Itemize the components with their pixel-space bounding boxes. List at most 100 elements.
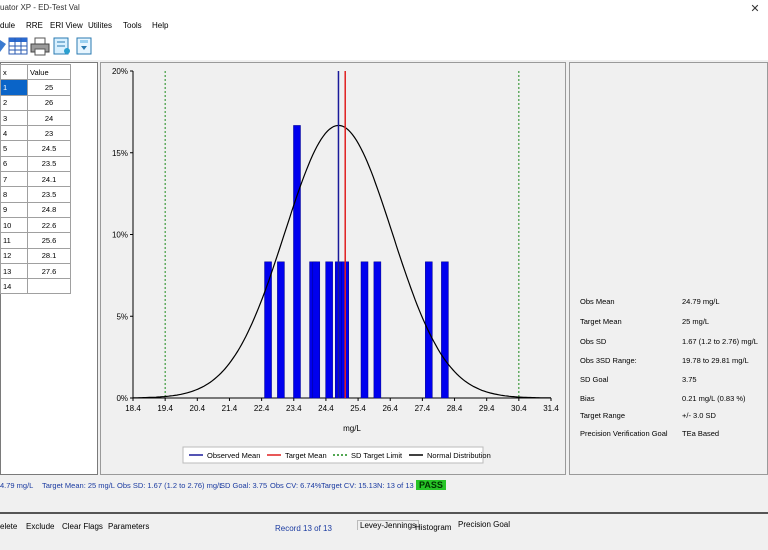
table-row[interactable]: 3 24 <box>0 109 71 127</box>
tab-histogram[interactable]: Histogram <box>415 523 452 532</box>
menu-bar: dule RRE ERI View Utilites Tools Help <box>0 18 768 34</box>
y-tick-label: 0% <box>116 394 128 403</box>
x-tick-label: 22.4 <box>254 404 270 413</box>
row-value[interactable]: 23.5 <box>27 186 71 203</box>
y-tick-label: 20% <box>112 67 128 76</box>
row-value[interactable] <box>27 278 71 295</box>
table-row[interactable]: 13 27.6 <box>0 262 71 280</box>
histogram-bar <box>312 261 321 399</box>
stat-label: SD Goal <box>580 375 609 384</box>
menu-utilites[interactable]: Utilites <box>88 21 113 30</box>
row-index[interactable]: 14 <box>0 278 28 295</box>
status-target-mean: Target Mean: 25 mg/L <box>42 481 115 490</box>
row-index[interactable]: 6 <box>0 155 28 173</box>
histogram-bar <box>441 261 449 399</box>
table-row[interactable]: 12 28.1 <box>0 247 71 264</box>
table-row[interactable]: 10 22.6 <box>0 216 71 234</box>
menu-module[interactable]: dule <box>0 21 16 30</box>
list-icon[interactable] <box>0 36 20 56</box>
stat-value: 25 mg/L <box>682 317 710 326</box>
row-value[interactable]: 23.5 <box>27 155 71 173</box>
report-icon[interactable] <box>52 36 72 56</box>
row-value[interactable]: 25 <box>27 79 71 96</box>
table-icon[interactable] <box>8 36 28 56</box>
menu-tools[interactable]: Tools <box>123 21 142 30</box>
row-value[interactable]: 27.6 <box>27 262 71 280</box>
row-index[interactable]: 7 <box>0 171 28 188</box>
x-tick-label: 29.4 <box>479 404 495 413</box>
statistics-panel: Obs Mean 24.79 mg/L Target Mean 25 mg/L … <box>569 62 768 475</box>
histogram-bar <box>277 261 285 399</box>
histogram-bar <box>360 261 369 399</box>
row-value[interactable]: 24.5 <box>27 140 71 157</box>
row-value[interactable]: 24.8 <box>27 201 71 218</box>
row-index[interactable]: 13 <box>0 262 28 280</box>
row-value[interactable]: 24.1 <box>27 171 71 188</box>
stat-label: Target Mean <box>580 317 622 326</box>
row-index[interactable]: 12 <box>0 247 28 264</box>
legend-label: Observed Mean <box>207 451 260 460</box>
row-index[interactable]: 5 <box>0 140 28 157</box>
table-row[interactable]: 8 23.5 <box>0 186 71 203</box>
tab-levey-jennings[interactable]: Levey-Jennings <box>357 520 420 530</box>
column-header-value[interactable]: Value <box>27 63 71 81</box>
legend-label: Normal Distribution <box>427 451 491 460</box>
x-tick-label: 19.4 <box>157 404 173 413</box>
table-row[interactable]: 11 25.6 <box>0 232 71 249</box>
delete-button[interactable]: elete <box>0 522 18 531</box>
status-obs-sd: Obs SD: 1.67 (1.2 to 2.76) mg/L <box>117 481 224 490</box>
bottom-bar: elete Exclude Clear Flags Parameters Rec… <box>0 512 768 550</box>
menu-rre[interactable]: RRE <box>26 21 43 30</box>
normal-distribution-curve <box>133 124 551 399</box>
row-value[interactable]: 25.6 <box>27 232 71 249</box>
export-icon[interactable] <box>74 36 94 56</box>
x-tick-label: 27.4 <box>415 404 431 413</box>
menu-help[interactable]: Help <box>152 21 169 30</box>
table-row[interactable]: 6 23.5 <box>0 155 71 173</box>
table-row[interactable]: 7 24.1 <box>0 171 71 188</box>
row-index[interactable]: 9 <box>0 201 28 218</box>
row-value[interactable]: 23 <box>27 125 71 142</box>
row-index[interactable]: 3 <box>0 109 28 127</box>
chart-lines <box>133 71 551 399</box>
exclude-button[interactable]: Exclude <box>26 522 55 531</box>
stat-value: 3.75 <box>682 375 697 384</box>
status-target-cv: Target CV: 15.13 <box>321 481 378 490</box>
column-header-index[interactable]: x <box>0 63 28 81</box>
table-row[interactable]: 5 24.5 <box>0 140 71 157</box>
y-tick-label: 5% <box>116 312 128 321</box>
close-icon[interactable]: ✕ <box>750 3 760 15</box>
menu-eri-view[interactable]: ERI View <box>50 21 83 30</box>
row-index[interactable]: 10 <box>0 216 28 234</box>
table-row[interactable]: 9 24.8 <box>0 201 71 218</box>
histogram-bar <box>425 261 433 399</box>
row-value[interactable]: 26 <box>27 94 71 111</box>
stat-label: Precision Verification Goal <box>580 429 668 438</box>
clear-flags-button[interactable]: Clear Flags <box>62 522 103 531</box>
row-value[interactable]: 28.1 <box>27 247 71 264</box>
table-row[interactable]: 14 <box>0 278 71 295</box>
row-index[interactable]: 2 <box>0 94 28 111</box>
table-row[interactable]: 1 25 <box>0 79 71 96</box>
status-bar: 4.79 mg/L Target Mean: 25 mg/L Obs SD: 1… <box>0 480 768 493</box>
row-value[interactable]: 24 <box>27 109 71 127</box>
row-index[interactable]: 11 <box>0 232 28 249</box>
row-index[interactable]: 1 <box>0 79 28 96</box>
window-title: uator XP - ED-Test Val <box>0 3 80 12</box>
parameters-button[interactable]: Parameters <box>108 522 150 531</box>
record-counter: Record 13 of 13 <box>275 524 332 533</box>
tab-precision-goal[interactable]: Precision Goal <box>458 520 511 529</box>
x-tick-label: 24.4 <box>318 404 334 413</box>
row-value[interactable]: 22.6 <box>27 216 71 234</box>
status-obs-mean: 4.79 mg/L <box>0 481 34 490</box>
status-obs-cv: Obs CV: 6.74% <box>270 481 322 490</box>
print-icon[interactable] <box>30 36 50 56</box>
row-index[interactable]: 4 <box>0 125 28 142</box>
row-index[interactable]: 8 <box>0 186 28 203</box>
y-tick-label: 15% <box>112 149 128 158</box>
histogram-bar <box>325 261 333 399</box>
table-row[interactable]: 4 23 <box>0 125 71 142</box>
status-badge: PASS <box>416 480 446 490</box>
table-row[interactable]: 2 26 <box>0 94 71 111</box>
status-sd-goal: SD Goal: 3.75 <box>220 481 268 490</box>
